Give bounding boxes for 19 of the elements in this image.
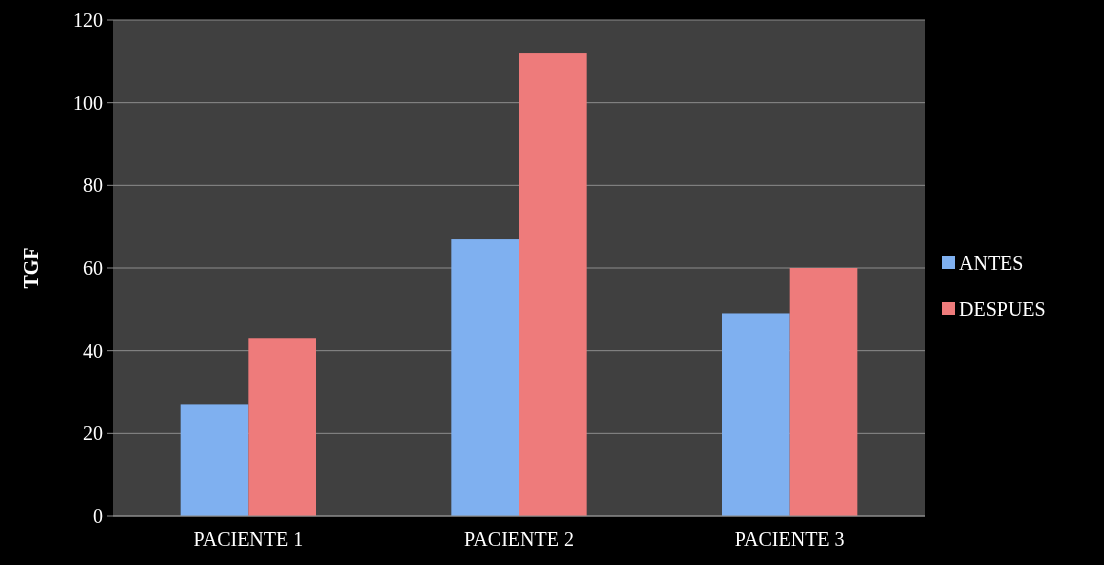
x-tick-label: PACIENTE 1	[193, 528, 304, 550]
y-tick-label: 0	[93, 505, 103, 527]
y-tick-label: 60	[83, 257, 103, 279]
bar	[722, 313, 790, 516]
bar	[451, 239, 519, 516]
bar	[248, 338, 316, 516]
x-tick-label: PACIENTE 2	[464, 528, 574, 550]
y-tick-label: 100	[73, 91, 103, 114]
bar	[789, 268, 858, 516]
x-tick-label: PACIENTE 3	[734, 528, 845, 550]
legend-label: DESPUES	[959, 298, 1046, 320]
y-tick-label: 20	[83, 422, 103, 445]
legend-label: ANTES	[959, 252, 1024, 274]
bar	[519, 53, 587, 516]
bar	[180, 404, 249, 516]
y-tick-label: 120	[73, 9, 103, 31]
y-axis-title: TGF	[20, 247, 42, 289]
y-tick-label: 40	[83, 339, 103, 362]
y-tick-label: 80	[83, 174, 103, 197]
